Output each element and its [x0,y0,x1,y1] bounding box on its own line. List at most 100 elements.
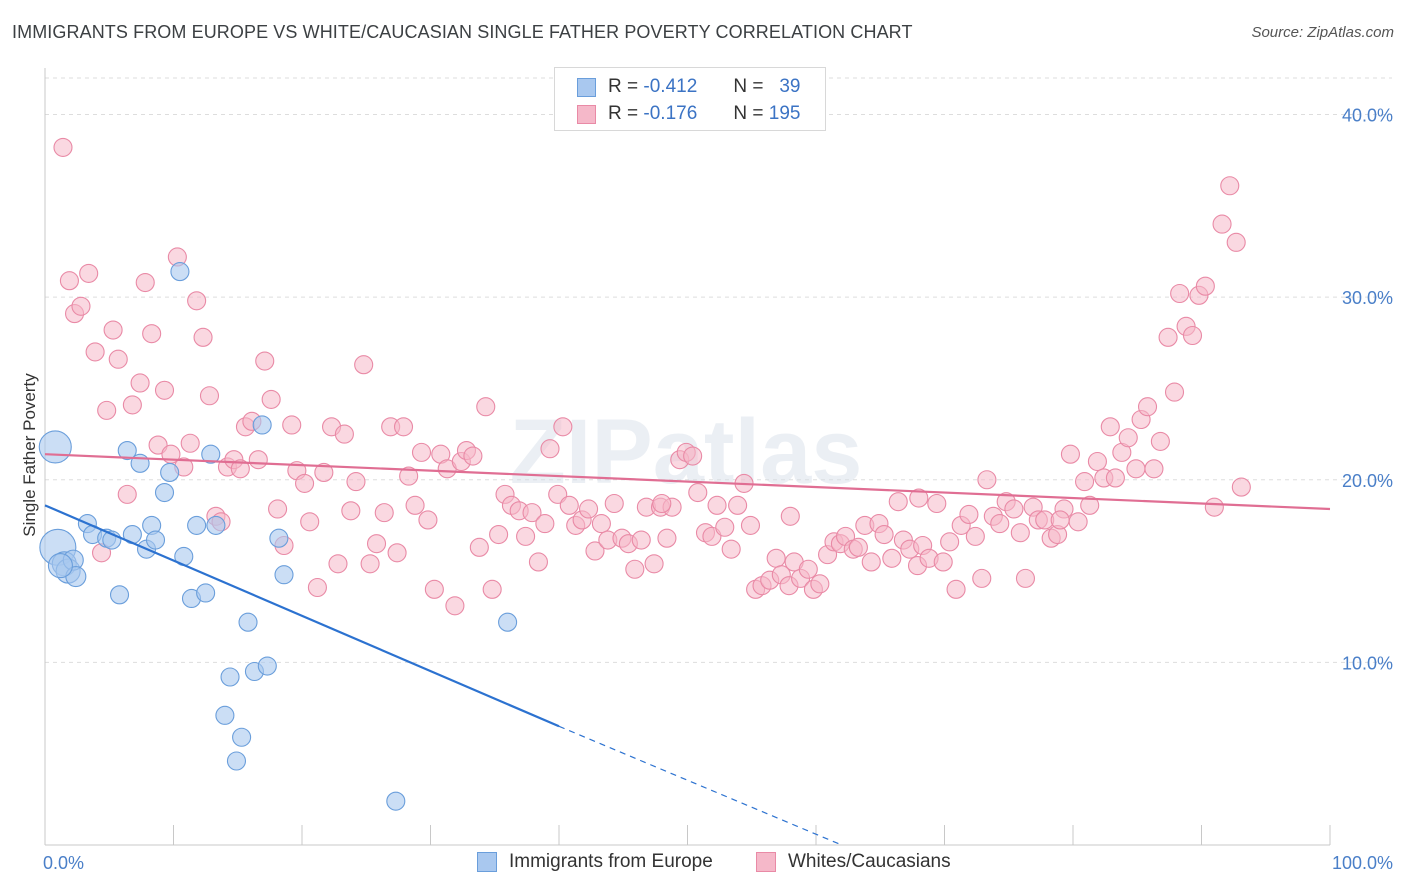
whites-point [97,400,117,420]
whites-point [707,495,727,515]
europe-point [109,585,130,605]
y-axis-label: Single Father Poverty [20,373,39,537]
whites-point [540,439,560,459]
whites-point [977,470,997,490]
whites-point [965,526,985,546]
europe-point [232,727,252,747]
whites-point [1231,477,1251,497]
whites-point [1080,495,1100,515]
whites-point [1137,397,1158,417]
whites-point [405,495,425,515]
whites-point [579,499,599,519]
chart-title: IMMIGRANTS FROM EUROPE VS WHITE/CAUCASIA… [12,22,913,42]
whites-point [261,389,281,409]
whites-point [516,526,536,546]
whites-point [721,539,741,559]
whites-point [848,537,868,557]
whites-point [780,506,800,526]
y-tick-label: 20.0% [1342,471,1393,491]
whites-point [154,380,175,400]
europe-point [206,515,226,535]
whites-point [535,514,555,534]
whites-point [418,510,438,530]
whites-point [411,442,432,462]
europe-point [238,612,258,632]
whites-point [117,484,137,504]
europe-points-series [38,262,518,811]
whites-point [861,552,881,572]
whites-point [142,324,162,344]
whites-point [657,528,677,548]
whites-point [300,512,320,532]
whites-point [1164,382,1185,402]
whites-point [476,397,496,417]
europe-point [170,262,190,282]
europe-point [38,430,72,464]
whites-point [927,493,947,514]
whites-point [683,446,703,466]
whites-point [1060,444,1080,464]
whites-point [469,537,489,557]
whites-point [1195,276,1215,296]
whites-point [810,574,830,594]
europe-point [196,583,216,603]
r-label: R = [608,76,639,97]
whites-point [1220,176,1240,196]
whites-point [1204,497,1224,517]
europe-point [47,553,73,579]
whites-point [1050,510,1070,530]
whites-point [387,543,407,563]
whites-point [199,386,220,406]
whites-point [103,320,123,340]
whites-point [1118,428,1138,448]
whites-point [715,517,735,537]
whites-point [644,554,664,574]
grid-lines [45,77,1392,663]
whites-point [1158,327,1178,347]
europe-point [498,612,518,632]
blue-swatch [477,852,497,872]
whites-point [909,488,929,508]
x-tick-label: 0.0% [43,853,84,873]
tick-labels: 10.0% 20.0% 30.0% 40.0% 0.0% 100.0% [43,106,1393,873]
europe-point [160,462,180,483]
whites-point [463,446,483,466]
whites-point [230,459,250,479]
whites-point [959,504,979,525]
source-credit: Source: ZipAtlas.com [1251,24,1394,41]
whites-point [1126,459,1146,479]
n-value: 195 [768,103,801,124]
whites-point [59,271,79,291]
whites-point [135,272,155,293]
whites-point [766,548,786,568]
whites-point [307,577,327,598]
whites-point [1015,568,1036,588]
whites-point [71,296,91,316]
whites-point [399,466,419,486]
whites-point [346,472,366,492]
europe-point [215,705,235,725]
whites-point [631,530,651,550]
europe-point [145,530,166,550]
whites-point [424,579,444,599]
legend-item-whites: Whites/Caucasians [756,851,951,873]
r-value: -0.176 [643,103,698,124]
legend-row-europe: R = -0.412 N = 39 [577,74,800,100]
whites-point [522,503,542,523]
whites-point [393,417,414,437]
whites-point [946,579,966,599]
whites-point [314,462,334,483]
whites-point [489,524,509,545]
whites-point [1100,417,1120,437]
whites-point [248,450,268,470]
whites-point [933,552,953,572]
europe-point [117,440,137,461]
europe-point [226,751,247,771]
whites-point [591,514,611,534]
whites-trend-line [44,453,1331,511]
n-label: N = [733,103,764,124]
n-value: 39 [779,76,801,97]
whites-point [445,596,465,616]
whites-point [652,493,672,514]
